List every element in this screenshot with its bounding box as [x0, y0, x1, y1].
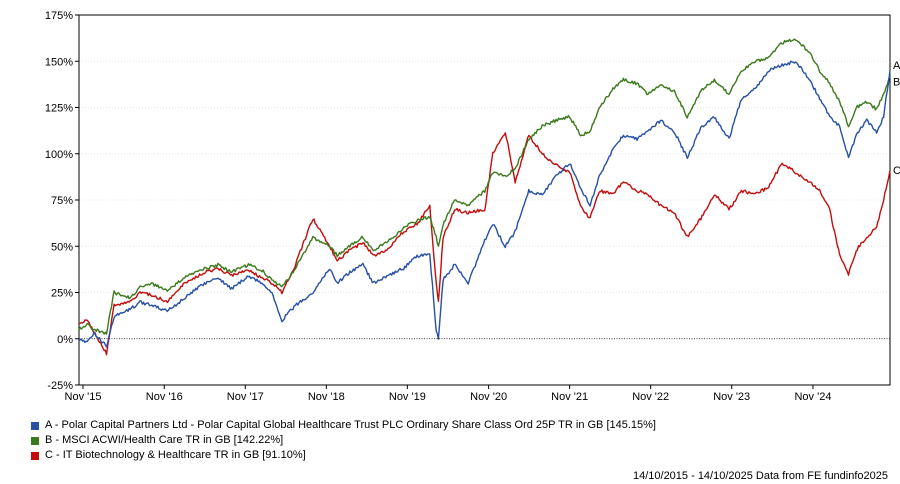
y-tick-label: 50%: [51, 241, 73, 253]
x-tick-label: Nov '23: [713, 391, 750, 403]
x-tick-label: Nov '17: [227, 391, 264, 403]
source-footer: 14/10/2015 - 14/10/2025 Data from FE fun…: [632, 470, 888, 482]
series-line-a: [78, 60, 891, 348]
y-tick-label: 175%: [45, 10, 73, 22]
legend-item-a: A - Polar Capital Partners Ltd - Polar C…: [31, 418, 656, 433]
y-tick-label: -25%: [47, 380, 73, 392]
series-end-label-b: B: [893, 77, 900, 89]
legend-label-a: A - Polar Capital Partners Ltd - Polar C…: [45, 419, 656, 431]
series-line-c: [78, 132, 891, 356]
gridlines: [79, 14, 890, 386]
legend-item-b: B - MSCI ACWI/Health Care TR in GB [142.…: [31, 433, 656, 448]
legend-label-b: B - MSCI ACWI/Health Care TR in GB [142.…: [45, 434, 284, 446]
x-tick-label: Nov '20: [470, 391, 507, 403]
series-line-b: [78, 38, 891, 335]
series-end-label-c: C: [893, 165, 900, 177]
legend-item-c: C - IT Biotechnology & Healthcare TR in …: [31, 448, 656, 463]
y-tick-label: 75%: [51, 195, 73, 207]
legend: A - Polar Capital Partners Ltd - Polar C…: [31, 418, 656, 463]
series-lines: [78, 38, 891, 356]
series-end-labels: AB C: [893, 60, 900, 177]
performance-line-chart: 175%150%125%100%75%50%25%0%-25% Nov '15 N…: [45, 10, 900, 403]
x-axis-tick-labels: Nov '15 Nov '16 Nov '17 Nov '18 Nov '19 Nov '…: [65, 391, 832, 403]
plot-frame: [78, 14, 891, 386]
y-tick-label: 150%: [45, 56, 73, 68]
y-tick-label: 125%: [45, 103, 73, 115]
axes: [75, 14, 891, 389]
legend-label-c: C - IT Biotechnology & Healthcare TR in …: [45, 449, 306, 461]
x-tick-label: Nov '24: [794, 391, 831, 403]
x-tick-label: Nov '15: [65, 391, 102, 403]
legend-swatch-a: [31, 421, 39, 430]
legend-swatch-b: [31, 436, 39, 445]
x-tick-label: Nov '18: [308, 391, 345, 403]
y-axis-tick-labels: 175% 150% 125% 100% 75% 50% 25% 0% -25%: [45, 10, 73, 392]
y-tick-label: 25%: [51, 288, 73, 300]
y-tick-label: 100%: [45, 149, 73, 161]
x-tick-label: Nov '22: [632, 391, 669, 403]
x-tick-label: Nov '21: [551, 391, 588, 403]
x-tick-label: Nov '19: [389, 391, 426, 403]
legend-swatch-c: [31, 451, 39, 460]
x-tick-label: Nov '16: [146, 391, 183, 403]
y-tick-label: 0%: [57, 334, 73, 346]
series-end-label-a: A: [893, 60, 900, 72]
